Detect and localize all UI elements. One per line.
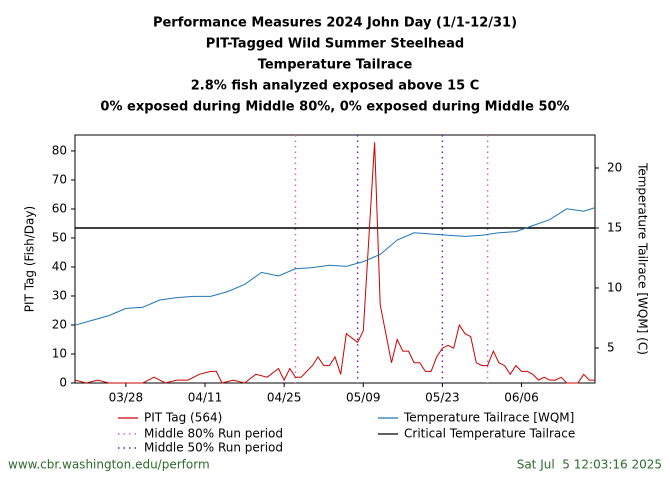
x-tick-label: 03/28 — [109, 391, 144, 405]
series-line — [74, 207, 596, 326]
footer-timestamp: Sat Jul 5 12:03:16 2025 — [517, 458, 662, 472]
x-tick-label: 06/06 — [504, 391, 539, 405]
plot-frame — [74, 134, 596, 384]
y2-axis-label: Temperature Tailrace [WQM] (C) — [636, 162, 650, 355]
y-tick-label: 70 — [52, 172, 67, 186]
y-tick-label: 40 — [52, 259, 67, 273]
y-tick-label: 20 — [52, 317, 67, 331]
legend-label: Critical Temperature Tailrace — [404, 427, 575, 441]
y-tick-label: 0 — [59, 376, 67, 390]
chart-title: 2.8% fish analyzed exposed above 15 C — [191, 79, 480, 94]
y-tick-label: 80 — [52, 143, 67, 157]
y2-tick-label: 5 — [607, 340, 615, 354]
x-tick-label: 05/09 — [346, 391, 381, 405]
y-tick-label: 50 — [52, 230, 67, 244]
y-tick-label: 60 — [52, 201, 67, 215]
y-tick-label: 30 — [52, 288, 67, 302]
legend-label: Temperature Tailrace [WQM] — [403, 411, 574, 425]
y2-tick-label: 15 — [607, 220, 622, 234]
y-tick-label: 10 — [52, 346, 67, 360]
y-axis-label: PIT Tag (Fish/Day) — [23, 206, 37, 312]
chart-title: 0% exposed during Middle 80%, 0% exposed… — [100, 100, 569, 115]
chart-title: Temperature Tailrace — [258, 58, 413, 73]
footer-url: www.cbr.washington.edu/perform — [8, 458, 210, 472]
legend-label: Middle 50% Run period — [144, 441, 283, 455]
x-tick-label: 05/23 — [425, 391, 460, 405]
legend-label: Middle 80% Run period — [144, 427, 283, 441]
chart-title: Performance Measures 2024 John Day (1/1-… — [153, 16, 517, 31]
y2-tick-label: 20 — [607, 160, 622, 174]
legend-label: PIT Tag (564) — [144, 411, 222, 425]
series-line — [74, 142, 595, 384]
x-tick-label: 04/11 — [188, 391, 223, 405]
chart-title: PIT-Tagged Wild Summer Steelhead — [206, 37, 464, 52]
x-tick-label: 04/25 — [267, 391, 302, 405]
y2-tick-label: 10 — [607, 280, 622, 294]
